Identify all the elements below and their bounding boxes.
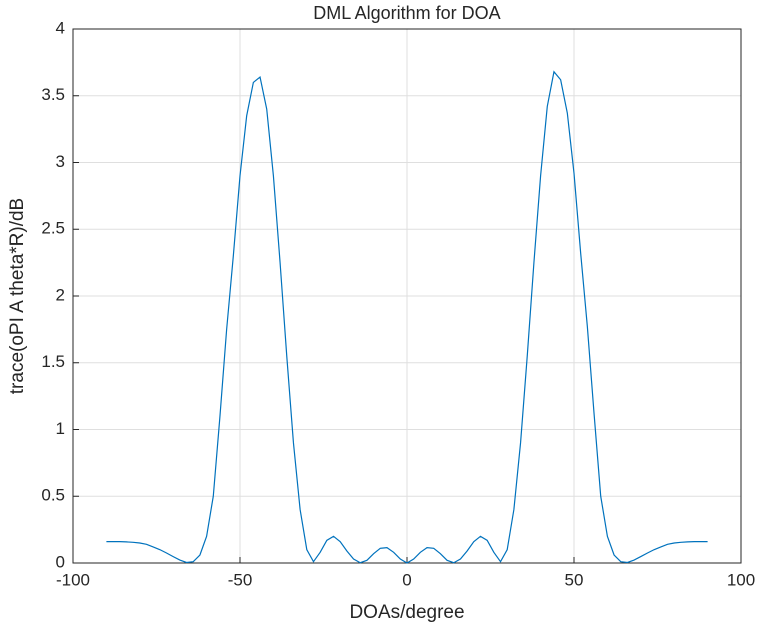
x-tick-label: 100 (727, 570, 755, 589)
y-tick-label: 2.5 (41, 219, 65, 238)
x-axis-label: DOAs/degree (349, 602, 464, 623)
x-tick-label: -50 (228, 570, 253, 589)
x-tick-label: 50 (565, 570, 584, 589)
y-tick-label: 3.5 (41, 85, 65, 104)
y-tick-label: 0 (56, 552, 65, 571)
chart-title: DML Algorithm for DOA (313, 3, 500, 23)
x-tick-label: 0 (402, 570, 411, 589)
y-axis-label: trace(oPI A theta*R)/dB (7, 198, 28, 394)
data-line (106, 70, 708, 564)
y-tick-label: 4 (56, 18, 65, 37)
x-tick-label: -100 (56, 570, 90, 589)
y-tick-label: 3 (56, 152, 65, 171)
y-tick-label: 1.5 (41, 352, 65, 371)
y-tick-label: 0.5 (41, 486, 65, 505)
y-tick-label: 1 (56, 419, 65, 438)
y-tick-label: 2 (56, 285, 65, 304)
